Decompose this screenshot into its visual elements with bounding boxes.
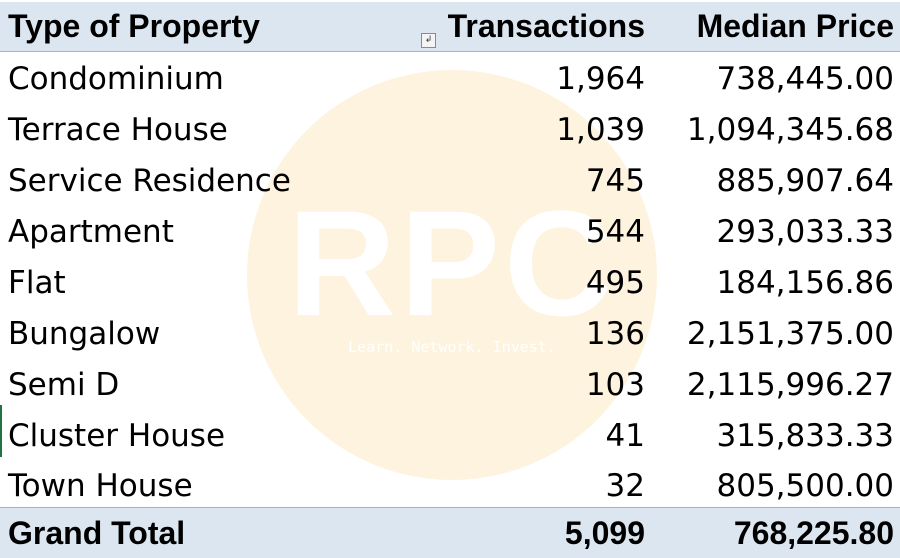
watermark-logo-text: RPC	[287, 179, 617, 347]
table-row: Bungalow 136 2,151,375.00	[0, 308, 900, 359]
table-row: Flat 495 184,156.86	[0, 257, 900, 308]
cell-type[interactable]: Semi D	[8, 366, 120, 403]
watermark-tagline: Learn. Network. Invest.	[348, 338, 556, 356]
cell-transactions[interactable]: 745	[585, 162, 645, 199]
table-row: Service Residence 745 885,907.64	[0, 155, 900, 206]
cell-median-price[interactable]: 738,445.00	[716, 60, 895, 97]
cell-transactions[interactable]: 1,964	[556, 60, 645, 97]
cell-type[interactable]: Condominium	[8, 60, 224, 97]
cell-median-price[interactable]: 2,151,375.00	[686, 315, 894, 352]
table-row: Cluster House 41 315,833.33	[0, 410, 900, 461]
cell-transactions[interactable]: 32	[605, 467, 645, 504]
cell-type[interactable]: Service Residence	[8, 162, 291, 199]
cell-type[interactable]: Apartment	[8, 213, 174, 250]
selection-edge-marker	[0, 405, 2, 457]
cell-type[interactable]: Town House	[8, 467, 193, 504]
grand-total-median-price[interactable]: 768,225.80	[733, 514, 894, 551]
cell-type[interactable]: Bungalow	[8, 315, 161, 352]
cell-transactions[interactable]: 136	[585, 315, 645, 352]
cell-median-price[interactable]: 885,907.64	[716, 162, 895, 199]
filter-dropdown-icon[interactable]: ↲	[421, 33, 436, 48]
cell-median-price[interactable]: 805,500.00	[716, 467, 895, 504]
grand-total-row: Grand Total 5,099 768,225.80	[0, 507, 900, 558]
cell-transactions[interactable]: 41	[605, 417, 645, 454]
header-type-of-property[interactable]: Type of Property	[8, 8, 260, 44]
rpc-watermark: RPC Learn. Network. Invest.	[247, 70, 657, 480]
cell-median-price[interactable]: 1,094,345.68	[686, 111, 894, 148]
cell-median-price[interactable]: 315,833.33	[716, 417, 895, 454]
table-row: Terrace House 1,039 1,094,345.68	[0, 104, 900, 155]
cell-transactions[interactable]: 544	[585, 213, 645, 250]
grand-total-label[interactable]: Grand Total	[8, 514, 186, 551]
cell-type[interactable]: Cluster House	[8, 417, 226, 454]
header-transactions[interactable]: Transactions	[447, 8, 645, 44]
cell-type[interactable]: Terrace House	[8, 111, 228, 148]
cell-transactions[interactable]: 495	[585, 264, 645, 301]
cell-transactions[interactable]: 103	[585, 366, 645, 403]
table-row: Town House 32 805,500.00	[0, 460, 900, 511]
table-row: Apartment 544 293,033.33	[0, 206, 900, 257]
grand-total-transactions[interactable]: 5,099	[564, 514, 645, 551]
cell-median-price[interactable]: 2,115,996.27	[686, 366, 894, 403]
cell-median-price[interactable]: 293,033.33	[716, 213, 895, 250]
table-row: Semi D 103 2,115,996.27	[0, 359, 900, 410]
header-median-price[interactable]: Median Price	[696, 8, 894, 44]
cell-transactions[interactable]: 1,039	[556, 111, 645, 148]
cell-type[interactable]: Flat	[8, 264, 66, 301]
cell-median-price[interactable]: 184,156.86	[716, 264, 895, 301]
header-row: Type of Property Transactions Median Pri…	[0, 2, 900, 52]
table-row: Condominium 1,964 738,445.00	[0, 53, 900, 104]
